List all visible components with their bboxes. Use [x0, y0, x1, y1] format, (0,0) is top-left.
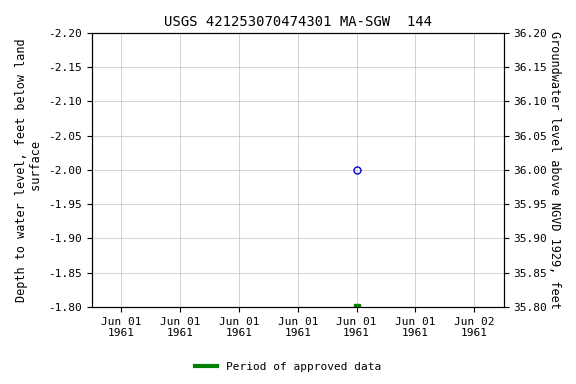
Title: USGS 421253070474301 MA-SGW  144: USGS 421253070474301 MA-SGW 144 [164, 15, 432, 29]
Y-axis label: Groundwater level above NGVD 1929, feet: Groundwater level above NGVD 1929, feet [548, 31, 561, 309]
Y-axis label: Depth to water level, feet below land
 surface: Depth to water level, feet below land su… [15, 38, 43, 302]
Legend: Period of approved data: Period of approved data [191, 358, 385, 377]
